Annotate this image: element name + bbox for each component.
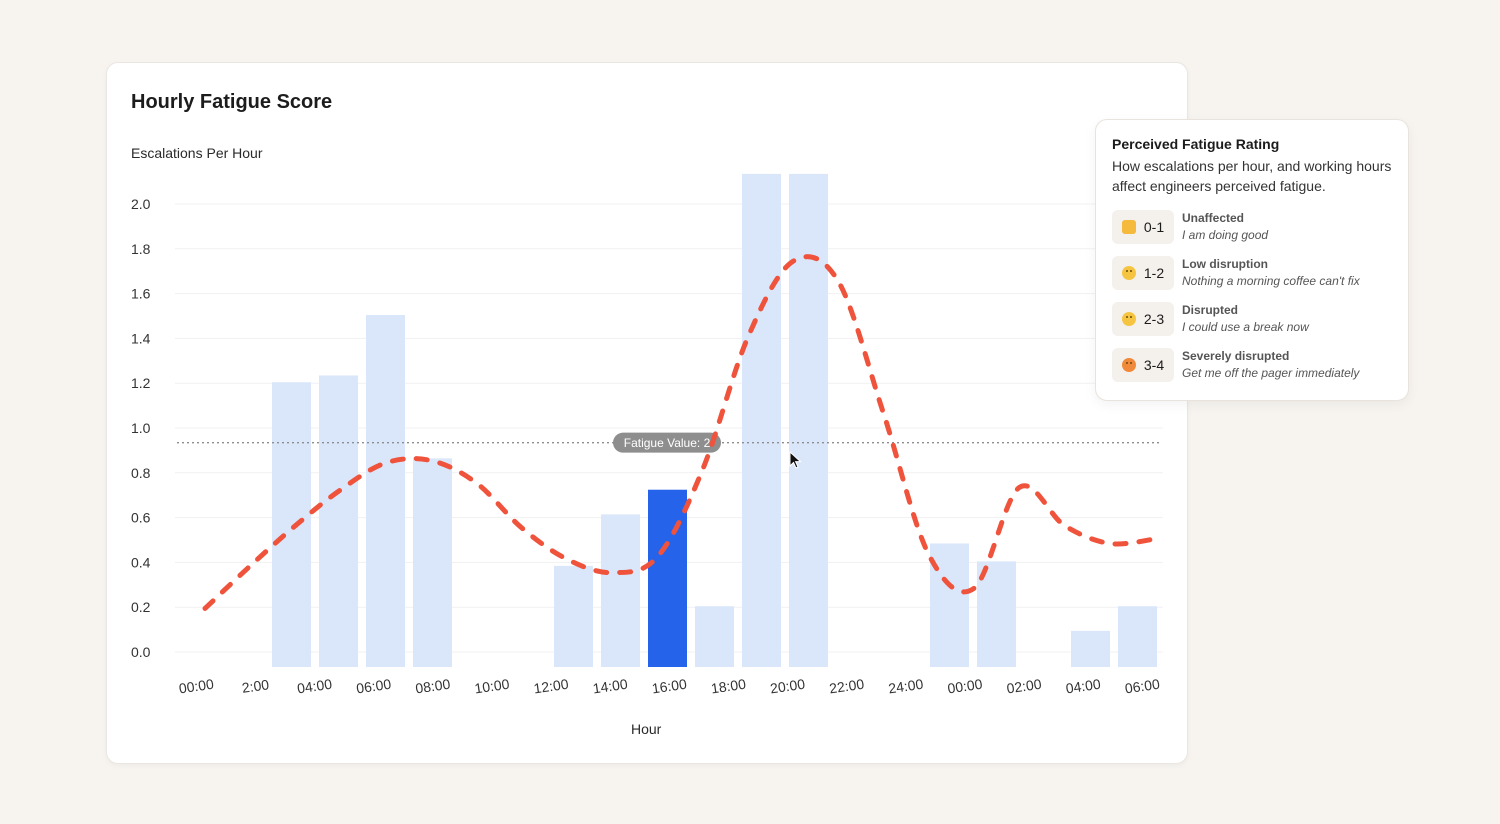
x-tick-label: 22:00 bbox=[828, 676, 865, 697]
x-tick-label: 16:00 bbox=[651, 676, 688, 697]
bar bbox=[319, 375, 358, 667]
x-tick-label: 04:00 bbox=[296, 676, 333, 697]
legend-label: Severely disrupted bbox=[1182, 349, 1290, 363]
threshold-badge bbox=[613, 432, 721, 453]
legend-sub: Get me off the pager immediately bbox=[1182, 366, 1360, 380]
legend-range-chip: 1-2 bbox=[1112, 256, 1174, 290]
x-tick-label: 24:00 bbox=[887, 676, 924, 697]
y-tick-label: 0.2 bbox=[131, 599, 151, 615]
legend-title: Perceived Fatigue Rating bbox=[1112, 136, 1280, 152]
legend-range: 1-2 bbox=[1143, 265, 1165, 281]
y-tick-label: 0.0 bbox=[131, 644, 151, 660]
y-tick-label: 1.8 bbox=[131, 241, 151, 257]
bar bbox=[742, 173, 781, 667]
y-tick-label: 1.0 bbox=[131, 420, 151, 436]
bar bbox=[1071, 630, 1110, 667]
legend-item: 1-2 Low disruption Nothing a morning cof… bbox=[1112, 256, 1392, 290]
legend-range-chip: 0-1 bbox=[1112, 210, 1174, 244]
legend-range: 3-4 bbox=[1143, 357, 1165, 373]
bar bbox=[366, 315, 405, 667]
fatigue-legend: Perceived Fatigue Rating How escalations… bbox=[1095, 119, 1409, 401]
grimace-face-icon bbox=[1121, 312, 1136, 326]
fatigue-chart: 0.0 0.2 0.4 0.6 0.8 1.0 1.2 1.4 1.6 1.8 2.0 00:00 2:… bbox=[131, 173, 1163, 697]
highlighted-bar bbox=[648, 489, 687, 667]
y-tick-label: 0.6 bbox=[131, 510, 151, 526]
tired-face-icon bbox=[1121, 266, 1136, 280]
hot-face-icon bbox=[1121, 358, 1136, 372]
bar bbox=[413, 458, 452, 667]
fatigue-line bbox=[202, 254, 1158, 611]
x-tick-label: 10:00 bbox=[473, 676, 510, 697]
legend-description: How escalations per hour, and working ho… bbox=[1112, 158, 1392, 194]
x-tick-label: 04:00 bbox=[1065, 676, 1102, 697]
x-tick-label: 06:00 bbox=[355, 676, 392, 697]
x-tick-label: 14:00 bbox=[592, 676, 629, 697]
y-tick-label: 0.8 bbox=[131, 465, 151, 481]
legend-label: Low disruption bbox=[1182, 257, 1268, 271]
y-tick-label: 1.4 bbox=[131, 330, 151, 346]
y-axis-label: Escalations Per Hour bbox=[131, 145, 263, 161]
bar bbox=[789, 173, 828, 667]
legend-sub: Nothing a morning coffee can't fix bbox=[1182, 274, 1360, 288]
chart-title: Hourly Fatigue Score bbox=[131, 91, 333, 113]
x-tick-label: 08:00 bbox=[414, 676, 451, 697]
thumbs-up-icon bbox=[1121, 220, 1136, 234]
x-tick-label: 06:00 bbox=[1124, 676, 1161, 697]
legend-item: 2-3 Disrupted I could use a break now bbox=[1112, 302, 1392, 336]
legend-range-chip: 3-4 bbox=[1112, 348, 1174, 382]
bar bbox=[930, 543, 969, 667]
threshold-label: Fatigue Value: 2 bbox=[624, 436, 711, 450]
legend-item: 0-1 Unaffected I am doing good bbox=[1112, 210, 1392, 244]
x-tick-label: 00:00 bbox=[178, 676, 215, 697]
x-tick-label: 12:00 bbox=[533, 676, 570, 697]
legend-sub: I am doing good bbox=[1182, 228, 1269, 242]
x-tick-label: 20:00 bbox=[769, 676, 806, 697]
legend-sub: I could use a break now bbox=[1182, 320, 1309, 334]
mouse-cursor-icon bbox=[789, 451, 802, 469]
x-tick-label: 02:00 bbox=[1006, 676, 1043, 697]
x-tick-label: 00:00 bbox=[946, 676, 983, 697]
y-tick-label: 0.4 bbox=[131, 554, 151, 570]
bar bbox=[695, 606, 734, 667]
y-tick-label: 2.0 bbox=[131, 196, 151, 212]
x-axis-label: Hour bbox=[631, 721, 662, 737]
legend-label: Disrupted bbox=[1182, 303, 1239, 317]
legend-range-chip: 2-3 bbox=[1112, 302, 1174, 336]
legend-range: 0-1 bbox=[1143, 219, 1165, 235]
legend-item: 3-4 Severely disrupted Get me off the pa… bbox=[1112, 348, 1392, 382]
chart-card: Hourly Fatigue Score Escalations Per Hou… bbox=[106, 62, 1188, 764]
x-tick-label: 18:00 bbox=[710, 676, 747, 697]
y-tick-label: 1.2 bbox=[131, 375, 151, 391]
y-tick-label: 1.6 bbox=[131, 286, 151, 302]
bar bbox=[272, 382, 311, 667]
legend-label: Unaffected bbox=[1182, 211, 1245, 225]
legend-range: 2-3 bbox=[1143, 311, 1165, 327]
bar bbox=[554, 565, 593, 667]
bar bbox=[1118, 606, 1157, 667]
bar bbox=[601, 514, 640, 667]
x-tick-label: 2:00 bbox=[241, 676, 270, 696]
